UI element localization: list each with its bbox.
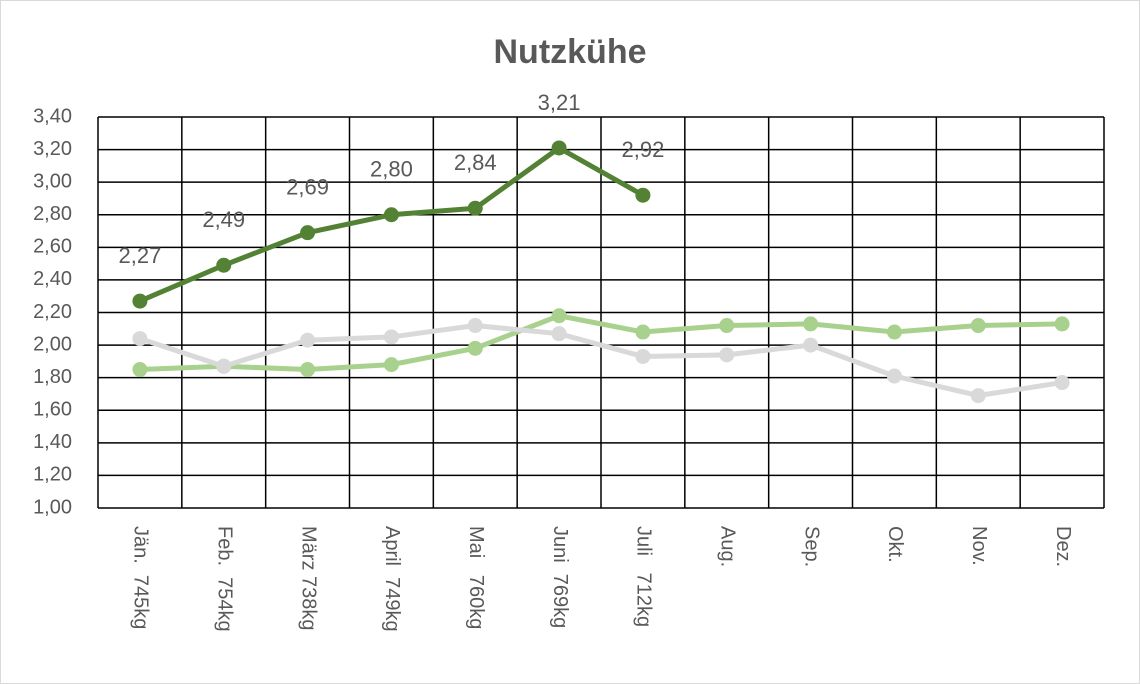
- x-tick-label: Jän. 745kg: [130, 526, 152, 629]
- data-label: 2,92: [622, 137, 665, 162]
- data-point: [467, 200, 483, 216]
- x-tick-label: Dez.: [1052, 526, 1074, 567]
- data-point: [719, 347, 735, 363]
- data-point: [467, 340, 483, 356]
- data-point: [300, 225, 316, 241]
- data-point: [635, 324, 651, 340]
- y-tick-label: 2,40: [33, 268, 72, 290]
- y-tick-label: 2,00: [33, 333, 72, 355]
- data-point: [886, 324, 902, 340]
- x-tick-label: Juli 712kg: [633, 526, 655, 627]
- x-tick-label: Mai 760kg: [465, 526, 487, 629]
- data-label: 2,80: [370, 157, 413, 182]
- data-label: 2,69: [286, 174, 329, 199]
- data-point: [467, 318, 483, 334]
- data-point: [970, 318, 986, 334]
- data-point: [216, 257, 232, 273]
- data-point: [300, 362, 316, 378]
- data-point: [383, 207, 399, 223]
- series-line: [139, 323, 1063, 399]
- chart-title: Nutzkühe: [494, 33, 647, 71]
- data-label: 2,49: [202, 207, 245, 232]
- y-tick-label: 1,00: [33, 496, 72, 518]
- data-point: [551, 326, 567, 342]
- x-tick-label: März 738kg: [297, 526, 319, 631]
- data-point: [132, 331, 148, 347]
- x-tick-label: Nov.: [968, 526, 990, 566]
- x-tick-label: Aug.: [716, 526, 738, 567]
- y-tick-label: 2,60: [33, 236, 72, 258]
- x-tick-label: Sep.: [800, 526, 822, 567]
- data-label: 3,21: [538, 90, 581, 115]
- y-tick-label: 1,80: [33, 366, 72, 388]
- y-tick-label: 1,20: [33, 464, 72, 486]
- data-point: [132, 362, 148, 378]
- data-point: [132, 293, 148, 309]
- x-tick-label: Juni 769kg: [549, 526, 571, 628]
- data-label: 2,84: [454, 150, 497, 175]
- data-point: [383, 357, 399, 373]
- series-line: [139, 313, 1063, 373]
- data-point: [551, 308, 567, 324]
- y-tick-label: 2,20: [33, 301, 72, 323]
- y-tick-label: 3,20: [33, 138, 72, 160]
- data-point: [216, 358, 232, 374]
- y-tick-label: 1,60: [33, 399, 72, 421]
- data-point: [635, 348, 651, 364]
- x-tick-label: Feb. 754kg: [213, 526, 235, 632]
- y-tick-label: 1,40: [33, 431, 72, 453]
- x-tick-label: Okt.: [884, 526, 906, 563]
- y-tick-label: 3,40: [33, 105, 72, 127]
- x-tick-label: April 749kg: [381, 526, 403, 632]
- data-point: [803, 337, 819, 353]
- data-point: [383, 329, 399, 345]
- y-tick-label: 2,80: [33, 203, 72, 225]
- data-point: [551, 140, 567, 156]
- data-point: [1054, 316, 1070, 332]
- data-label: 2,27: [119, 243, 162, 268]
- data-point: [635, 187, 651, 203]
- y-tick-label: 3,00: [33, 170, 72, 192]
- data-point: [970, 388, 986, 404]
- data-point: [719, 318, 735, 334]
- data-point: [886, 368, 902, 384]
- data-point: [300, 332, 316, 348]
- data-point: [803, 316, 819, 332]
- data-point: [1054, 375, 1070, 391]
